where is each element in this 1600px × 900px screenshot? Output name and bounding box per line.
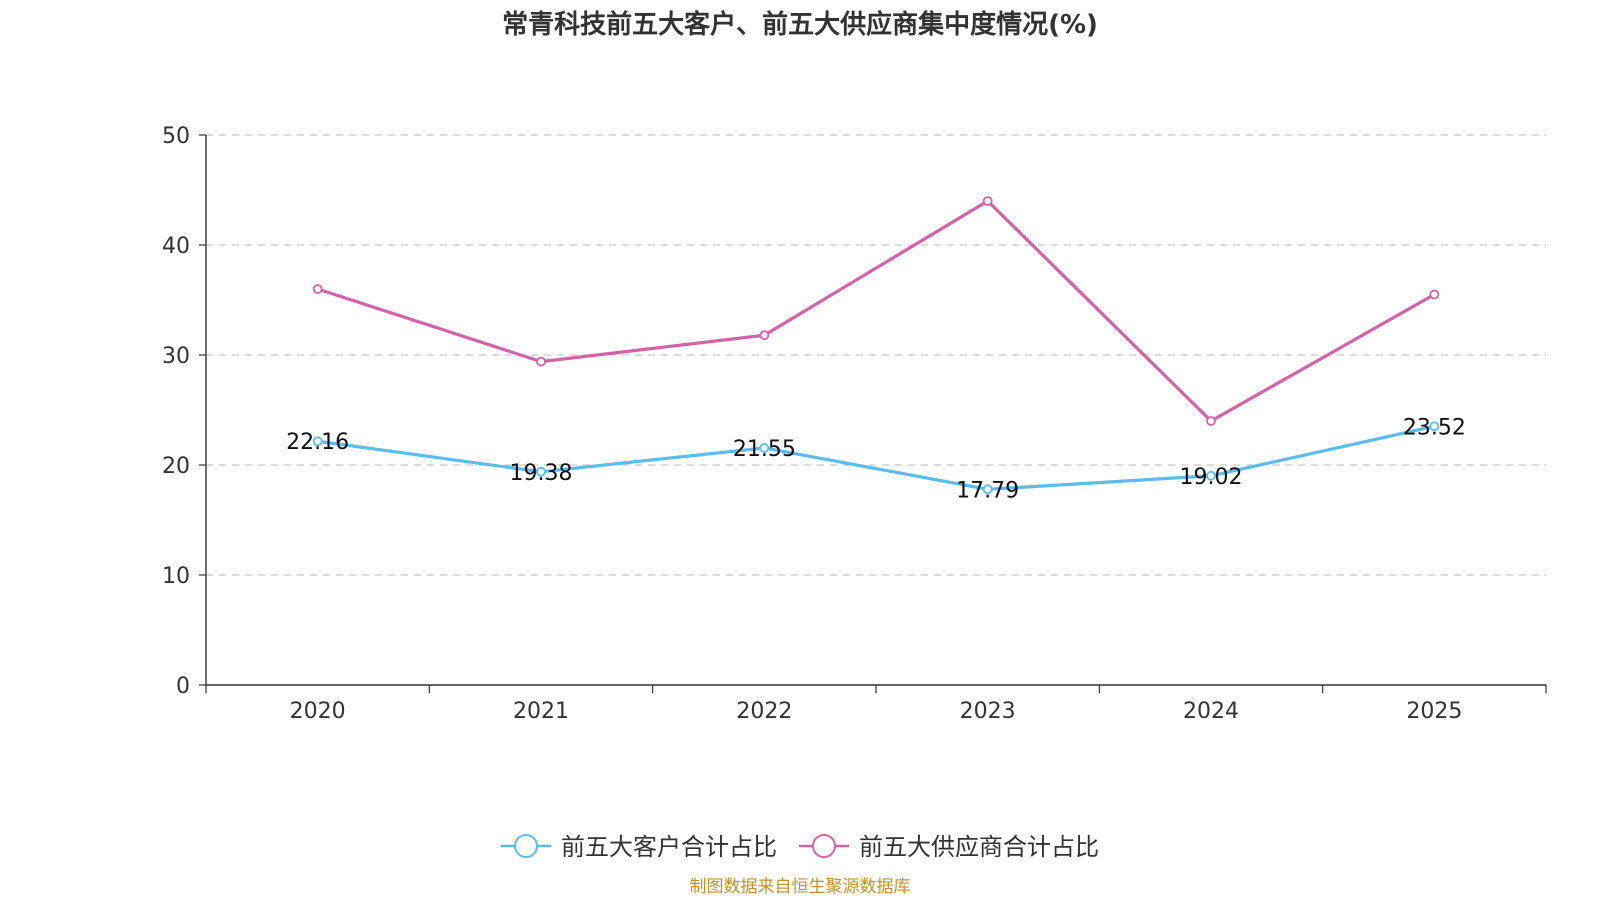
data-label-customers: 17.79 [956, 478, 1019, 503]
y-tick-label: 20 [162, 454, 190, 479]
data-source-note: 制图数据来自恒生聚源数据库 [689, 877, 911, 897]
chart-title: 常青科技前五大客户、前五大供应商集中度情况(%) [502, 10, 1098, 40]
data-point-customers [1429, 421, 1440, 432]
data-point-customers [312, 436, 323, 447]
data-label-customers: 21.55 [733, 437, 796, 462]
data-label-customers: 19.02 [1180, 465, 1243, 490]
data-point-customers [536, 466, 546, 477]
data-point-suppliers [982, 196, 993, 206]
y-tick-label: 0 [176, 674, 190, 699]
x-tick-label: 2024 [1183, 699, 1239, 724]
data-point-suppliers [1429, 289, 1440, 300]
y-tick-label: 30 [162, 344, 190, 369]
series-line-customers [317, 424, 1435, 491]
data-point-customers [982, 484, 993, 495]
data-point-customers [1206, 470, 1216, 481]
y-tick-label: 10 [162, 564, 190, 589]
data-point-customers [759, 443, 770, 453]
data-label-customers: 19.38 [510, 461, 573, 486]
data-point-suppliers [1206, 416, 1216, 426]
legend-marker-suppliers [812, 834, 836, 858]
y-tick-label: 40 [162, 234, 190, 259]
legend-label-suppliers: 前五大供应商合计占比 [859, 833, 1099, 861]
data-label-customers: 23.52 [1403, 415, 1466, 440]
x-tick-label: 2020 [290, 699, 346, 724]
legend-marker-customers [514, 834, 538, 858]
series-line-suppliers [317, 199, 1436, 423]
x-tick-label: 2021 [513, 699, 569, 724]
data-label-customers: 22.16 [286, 430, 349, 455]
legend-label-customers: 前五大客户合计占比 [561, 833, 777, 861]
data-point-suppliers [312, 284, 323, 294]
x-tick-label: 2022 [736, 699, 792, 724]
x-tick-label: 2023 [960, 699, 1016, 724]
data-point-suppliers [759, 330, 770, 341]
x-tick-label: 2025 [1406, 699, 1462, 724]
y-tick-label: 50 [162, 124, 190, 149]
data-point-suppliers [536, 356, 546, 367]
